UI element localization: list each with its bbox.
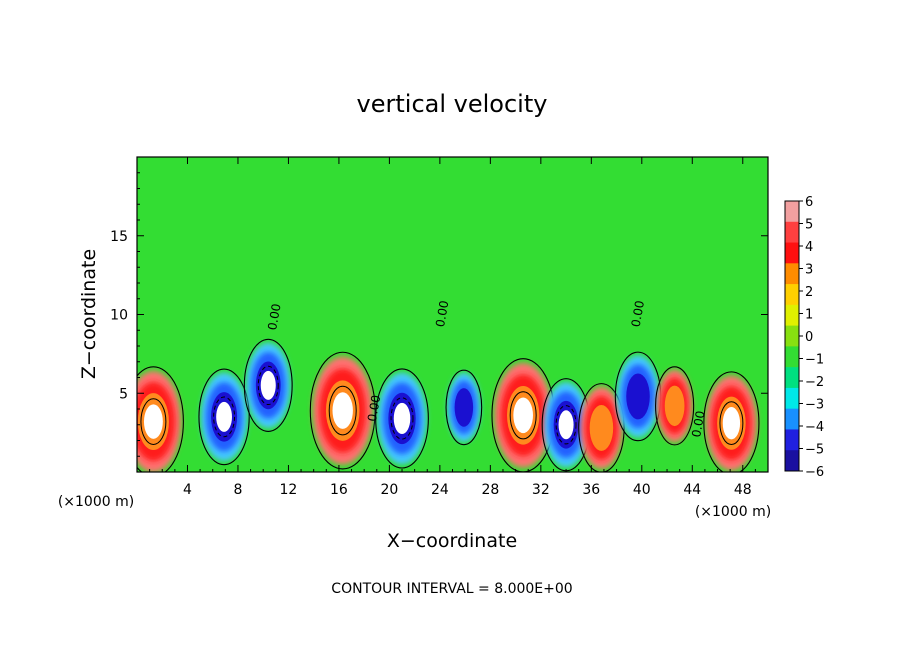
colorbar-label: 4	[805, 240, 813, 255]
colorbar-band	[785, 450, 799, 472]
x-tick-label: 12	[280, 482, 298, 498]
cell-band	[664, 385, 685, 427]
cell-band	[260, 370, 276, 400]
cell-band	[454, 388, 474, 427]
contour-label: 0.00	[689, 410, 707, 439]
x-axis: 4 8 12 16 20 24 28 32 36 40 44 48	[149, 157, 756, 498]
chart-title: vertical velocity	[357, 90, 548, 118]
inner-contour	[555, 405, 577, 445]
x-tick-label: 20	[380, 482, 398, 498]
cell-band	[393, 402, 411, 435]
inner-contour	[390, 397, 414, 440]
contour-label: 0.00	[629, 299, 647, 328]
updraft-cell	[703, 371, 760, 472]
inner-contour	[257, 365, 279, 406]
colorbar-band	[785, 408, 799, 430]
downdraft-cell	[243, 338, 293, 432]
downdraft-cell	[375, 368, 429, 469]
colorbar-label: 6	[805, 195, 813, 210]
x-tick-label: 8	[233, 482, 242, 498]
inner-contour	[328, 385, 357, 436]
colorbar-band	[785, 325, 799, 347]
colorbar-label: −3	[805, 398, 824, 413]
cell-band	[513, 397, 533, 434]
downdraft-cell	[445, 369, 483, 446]
colorbar-band	[785, 429, 799, 451]
colorbar-band	[785, 201, 799, 223]
colorbar-band	[785, 263, 799, 285]
zero-contour	[309, 351, 376, 470]
x-tick-label: 28	[481, 482, 499, 498]
colorbar-band	[785, 221, 799, 244]
x-tick-label: 24	[431, 482, 449, 498]
contour-label: 0.00	[433, 299, 451, 328]
colorbar: 6 5 4 3 2 1 0 −1 −2 −3 −4 −5 −6	[784, 195, 824, 480]
colorbar-band	[785, 284, 799, 306]
inner-contour	[719, 401, 744, 446]
x-tick-label: 4	[183, 482, 192, 498]
y-tick-label: 15	[110, 229, 128, 245]
cell-band	[332, 392, 353, 429]
cell-band	[143, 404, 163, 439]
x-axis-label: X−coordinate	[387, 530, 517, 552]
y-tick-label: 10	[110, 308, 128, 324]
cell-band	[626, 373, 650, 420]
colorbar-label: −5	[805, 443, 824, 458]
x-tick-label: 40	[633, 482, 651, 498]
x-tick-label: 48	[734, 482, 752, 498]
downdraft-cell	[198, 368, 250, 466]
colorbar-label: 5	[805, 218, 813, 233]
y-axis-label: Z−coordinate	[78, 249, 100, 379]
zero-contour	[655, 366, 695, 446]
colorbar-label: −2	[805, 375, 824, 390]
inner-contour	[509, 391, 537, 440]
colorbar-band	[785, 304, 799, 327]
zero-contour	[703, 371, 760, 472]
inner-contour	[213, 396, 236, 438]
inner-contour	[140, 398, 167, 445]
x-tick-label: 32	[532, 482, 550, 498]
plot-area: 0.00 0.00 0.00 0.00 0.00	[136, 156, 769, 473]
colorbar-label: −4	[805, 420, 824, 435]
zero-contour	[578, 383, 625, 472]
cell-band	[722, 407, 741, 440]
colorbar-band	[785, 346, 799, 368]
zero-contour	[375, 368, 429, 469]
cell-band	[558, 410, 574, 440]
colorbar-label: −1	[805, 353, 824, 368]
cell-band	[589, 404, 614, 451]
colorbar-label: 2	[805, 285, 813, 300]
y-tick-label: 5	[119, 386, 128, 402]
updraft-cell	[491, 358, 555, 472]
colorbar-label: −6	[805, 465, 824, 480]
colorbar-band	[785, 387, 799, 410]
colorbar-label: 0	[805, 330, 813, 345]
updraft-cell	[309, 351, 376, 470]
x-unit-right: (×1000 m)	[695, 504, 771, 520]
contour-labels: 0.00 0.00 0.00 0.00 0.00	[265, 299, 707, 438]
x-tick-label: 44	[683, 482, 701, 498]
zero-contour	[445, 369, 483, 446]
contour-label: 0.00	[365, 394, 383, 423]
contour-interval-note: CONTOUR INTERVAL = 8.000E+00	[331, 581, 572, 597]
cell-band	[216, 401, 232, 432]
updraft-cell	[655, 366, 695, 446]
zero-contour	[243, 338, 293, 432]
colorbar-label: 3	[805, 263, 813, 278]
zero-contour	[198, 368, 250, 466]
colorbar-band	[785, 367, 799, 389]
y-axis: 5 10 15	[110, 172, 768, 457]
contour-label: 0.00	[265, 303, 283, 332]
colorbar-band	[785, 242, 799, 264]
updraft-cell	[578, 383, 625, 472]
velocity-cells	[137, 338, 760, 472]
zero-contour	[137, 366, 184, 472]
downdraft-cell	[614, 351, 662, 442]
x-tick-label: 36	[582, 482, 600, 498]
x-unit-left: (×1000 m)	[58, 494, 134, 510]
colorbar-label: 1	[805, 308, 813, 323]
updraft-cell	[137, 366, 184, 472]
x-tick-label: 16	[330, 482, 348, 498]
